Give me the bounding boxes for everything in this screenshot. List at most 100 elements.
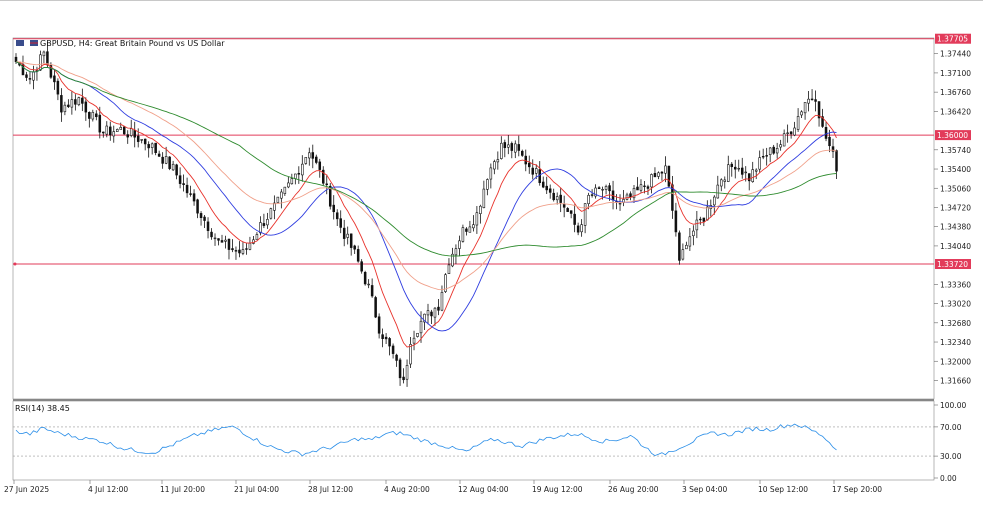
candle-body xyxy=(699,218,702,221)
level-anchor-dot xyxy=(13,262,17,266)
candle-body xyxy=(723,179,727,182)
candle-body xyxy=(220,240,224,243)
candle-body xyxy=(287,182,290,188)
candle-body xyxy=(42,51,46,57)
candle-body xyxy=(503,142,507,149)
candle-body xyxy=(678,232,681,261)
candle-body xyxy=(576,225,580,233)
candle-body xyxy=(81,97,84,104)
candle-body xyxy=(810,98,814,101)
candle-body xyxy=(444,274,447,292)
candle-body xyxy=(754,169,758,172)
candle-body xyxy=(405,365,409,380)
candle-body xyxy=(632,188,636,199)
level-price-label: 1.37705 xyxy=(937,35,968,44)
price-tick-label: 1.35740 xyxy=(940,146,971,155)
candle-body xyxy=(374,297,377,318)
candle-body xyxy=(308,152,311,159)
candle-body xyxy=(301,163,304,176)
candle-body xyxy=(688,236,692,247)
candle-body xyxy=(14,56,18,63)
candle-body xyxy=(573,213,576,225)
price-tick-label: 1.35400 xyxy=(940,165,971,174)
time-tick-label: 21 Jul 04:00 xyxy=(234,485,279,494)
candle-body xyxy=(800,111,803,116)
candle-body xyxy=(625,194,629,200)
candle-body xyxy=(175,164,178,176)
time-tick-label: 4 Aug 20:00 xyxy=(384,485,430,494)
price-axis-ticks: 1.37440 1.37100 1.36760 1.36420 1.35740 1.354… xyxy=(934,50,971,385)
candle-body xyxy=(775,148,779,154)
horizontal-levels xyxy=(13,38,934,266)
candle-body xyxy=(370,285,374,297)
candle-body xyxy=(70,99,74,108)
time-tick-label: 28 Jul 12:00 xyxy=(308,485,353,494)
candle-body xyxy=(192,193,196,202)
candle-body xyxy=(143,138,147,145)
candle-body xyxy=(388,338,391,347)
candle-body xyxy=(447,264,451,274)
candle-body xyxy=(817,101,821,119)
candle-body xyxy=(28,78,32,80)
candle-body xyxy=(751,169,754,182)
candle-body xyxy=(384,336,388,340)
candle-body xyxy=(25,74,28,78)
candle-body xyxy=(604,186,608,190)
candle-body xyxy=(140,139,143,141)
candle-body xyxy=(189,193,192,195)
candle-body xyxy=(262,223,266,226)
candle-body xyxy=(95,113,98,118)
candle-body xyxy=(245,248,248,250)
candle-body xyxy=(363,272,367,285)
candle-body xyxy=(489,167,493,180)
candle-body xyxy=(730,163,734,168)
candle-body xyxy=(538,169,541,183)
candle-body xyxy=(164,156,168,164)
candle-body xyxy=(129,128,133,136)
level-labels: 1.37705 1.36000 1.33720 xyxy=(935,33,971,270)
candle-body xyxy=(171,163,175,171)
candle-body xyxy=(664,165,667,174)
candle-body xyxy=(157,153,161,157)
candle-body xyxy=(77,97,81,106)
candle-body xyxy=(91,111,95,120)
candle-body xyxy=(524,155,528,165)
candle-body xyxy=(210,231,213,238)
candle-body xyxy=(461,227,465,242)
candle-body xyxy=(248,242,252,250)
candle-body xyxy=(150,143,154,148)
price-tick-label: 1.35060 xyxy=(940,184,971,193)
candle-body xyxy=(713,196,716,206)
chart-title: GBPUSD, H4: Great Britain Pound vs US Do… xyxy=(40,39,225,48)
candle-body xyxy=(115,129,119,132)
candle-body xyxy=(496,159,500,163)
candle-body xyxy=(559,194,562,203)
candle-body xyxy=(692,230,695,237)
candle-body xyxy=(782,133,786,147)
candle-body xyxy=(332,204,335,213)
candle-body xyxy=(283,186,287,194)
candle-body xyxy=(594,187,597,197)
candle-body xyxy=(486,179,489,190)
rsi-tick-label: 70.00 xyxy=(940,423,962,432)
candle-body xyxy=(321,169,325,184)
candle-body xyxy=(758,157,761,170)
candle-body xyxy=(273,202,276,211)
candle-body xyxy=(514,143,517,153)
candle-body xyxy=(768,147,772,155)
candle-body xyxy=(541,181,545,188)
candle-body xyxy=(527,162,531,168)
candle-body xyxy=(545,185,548,191)
candle-body xyxy=(440,292,444,311)
candle-body xyxy=(587,194,590,204)
candle-body xyxy=(203,216,206,221)
candle-body xyxy=(765,155,768,157)
candle-body xyxy=(426,310,430,316)
candle-body xyxy=(430,311,433,317)
candle-body xyxy=(583,203,587,226)
main-plot-frame xyxy=(12,37,935,400)
candle-body xyxy=(510,143,514,151)
candle-body xyxy=(667,165,671,187)
candle-body xyxy=(454,248,458,256)
